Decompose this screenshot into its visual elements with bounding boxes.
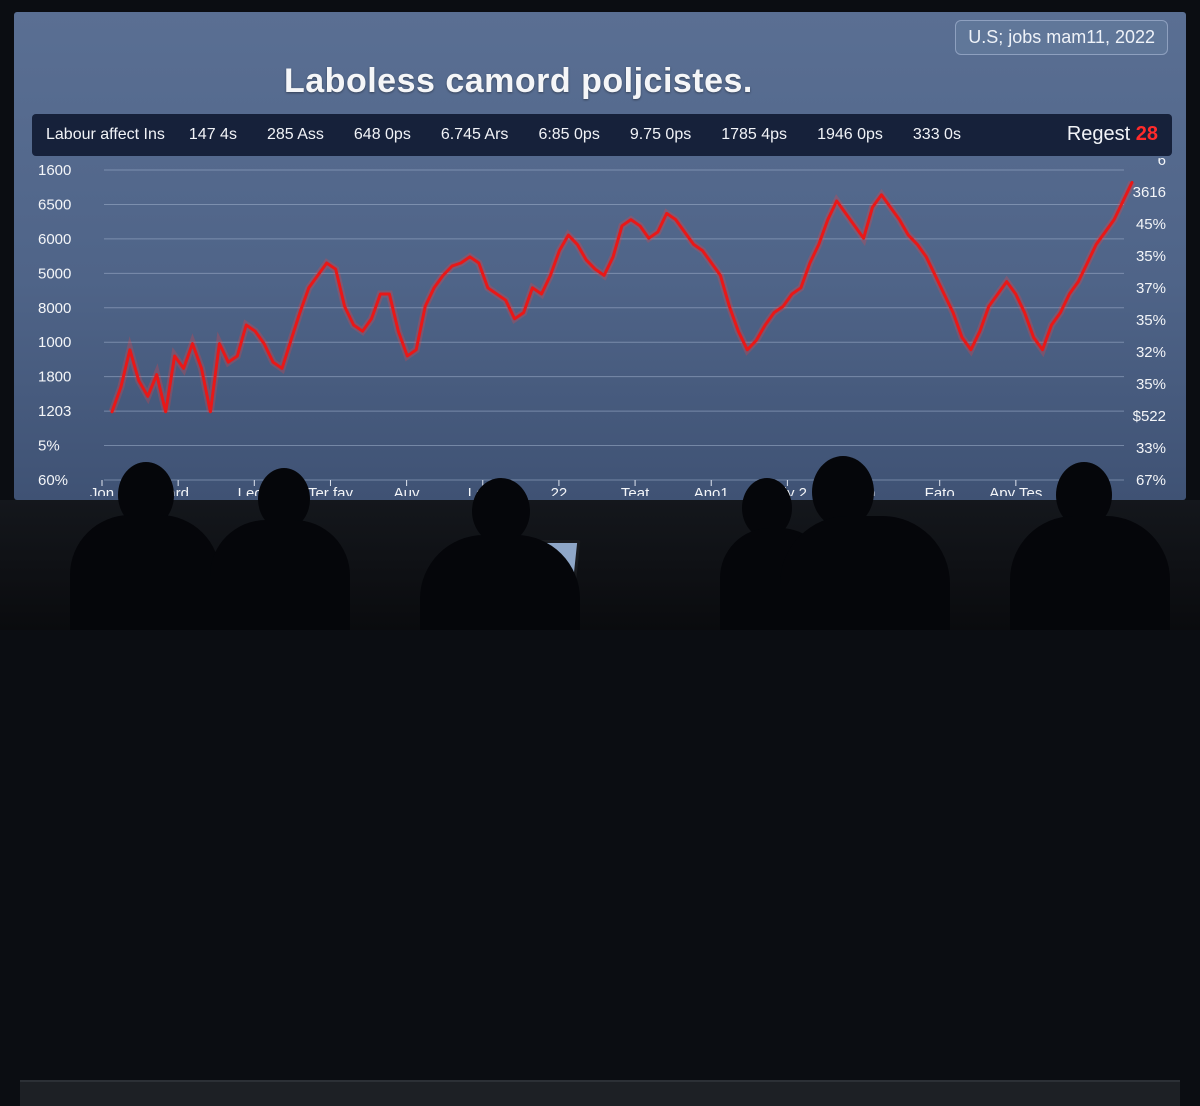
ticker-item: 285 Ass <box>266 126 324 143</box>
y-left-tick: 1203 <box>38 403 71 420</box>
person-silhouette <box>210 520 350 630</box>
y-right-tick: $522 <box>1133 408 1166 425</box>
y-right-tick: 6 <box>1158 158 1166 169</box>
y-right-tick: 32% <box>1136 344 1166 361</box>
chart-headline: Laboless camord poljcistes. <box>284 62 753 100</box>
y-left-tick: 6000 <box>38 231 71 248</box>
y-right-tick: 37% <box>1136 280 1166 297</box>
ticker-right-text: Regest <box>1066 123 1131 145</box>
person-silhouette <box>780 516 950 630</box>
y-right-tick: 33% <box>1136 440 1166 457</box>
person-silhouette <box>258 468 310 530</box>
ticker-label: Labour affect Ins <box>46 126 165 143</box>
person-silhouette <box>1010 516 1170 630</box>
x-tick-label: Apy Tes <box>989 485 1042 496</box>
y-right-tick: 35% <box>1136 312 1166 329</box>
ticker-right-number: 28 <box>1135 123 1158 145</box>
conference-table <box>20 1080 1180 1106</box>
display-screen: U.S; jobs mam11, 2022 Laboless camord po… <box>14 12 1186 500</box>
ticker-item: 147 4s <box>188 126 237 143</box>
ticker-right: Regest 28 <box>1067 123 1158 146</box>
y-right-tick: 35% <box>1136 248 1166 265</box>
y-left-tick: 1800 <box>38 369 71 386</box>
x-tick-label: Ano1 <box>694 485 729 496</box>
ticker-item: 333 0s <box>912 126 961 143</box>
y-left-tick: 6500 <box>38 196 71 213</box>
x-tick-label: Ter fay <box>308 485 354 496</box>
y-left-tick: 1600 <box>38 162 71 179</box>
x-tick-label: Auy <box>394 485 420 496</box>
y-left-tick: 60% <box>38 472 68 489</box>
person-silhouette <box>70 515 220 630</box>
ticker-item: 6:85 0ps <box>538 126 600 143</box>
y-left-tick: 8000 <box>38 300 71 317</box>
line-chart: 1600 6500 6000 5000 8000 1000 1800 1203 5% 60% 6 36… <box>38 158 1166 496</box>
y-right-tick: 3616 <box>1133 184 1166 201</box>
y-left-tick: 5000 <box>38 265 71 282</box>
x-tick-label: Teat <box>621 485 650 496</box>
ticker-item: 648 0ps <box>353 126 411 143</box>
date-badge: U.S; jobs mam11, 2022 <box>955 20 1168 55</box>
x-tick-label: Jon <box>90 485 114 496</box>
ticker-item: 1785 4ps <box>721 126 788 143</box>
person-silhouette <box>420 535 580 630</box>
y-right-tick: 67% <box>1136 472 1166 489</box>
x-tick-label: ard <box>167 485 189 496</box>
y-right-tick: 45% <box>1136 216 1166 233</box>
x-tick-label: Leop <box>238 485 271 496</box>
y-left-tick: 5% <box>38 438 60 455</box>
y-right-tick: 35% <box>1136 376 1166 393</box>
series-line-glow <box>108 180 1136 413</box>
ticker-item: 1946 0ps <box>817 126 883 143</box>
series-line <box>110 180 1134 414</box>
ticker-item: 9.75 0ps <box>629 126 692 143</box>
x-tick-label: 22 <box>551 485 568 496</box>
person-silhouette <box>472 478 530 544</box>
x-tick-label: Fato <box>925 485 955 496</box>
ticker-item: 6.745 Ars <box>440 126 509 143</box>
ticker-bar: Labour affect Ins 147 4s 285 Ass 648 0ps… <box>32 114 1172 156</box>
y-left-tick: 1000 <box>38 334 71 351</box>
